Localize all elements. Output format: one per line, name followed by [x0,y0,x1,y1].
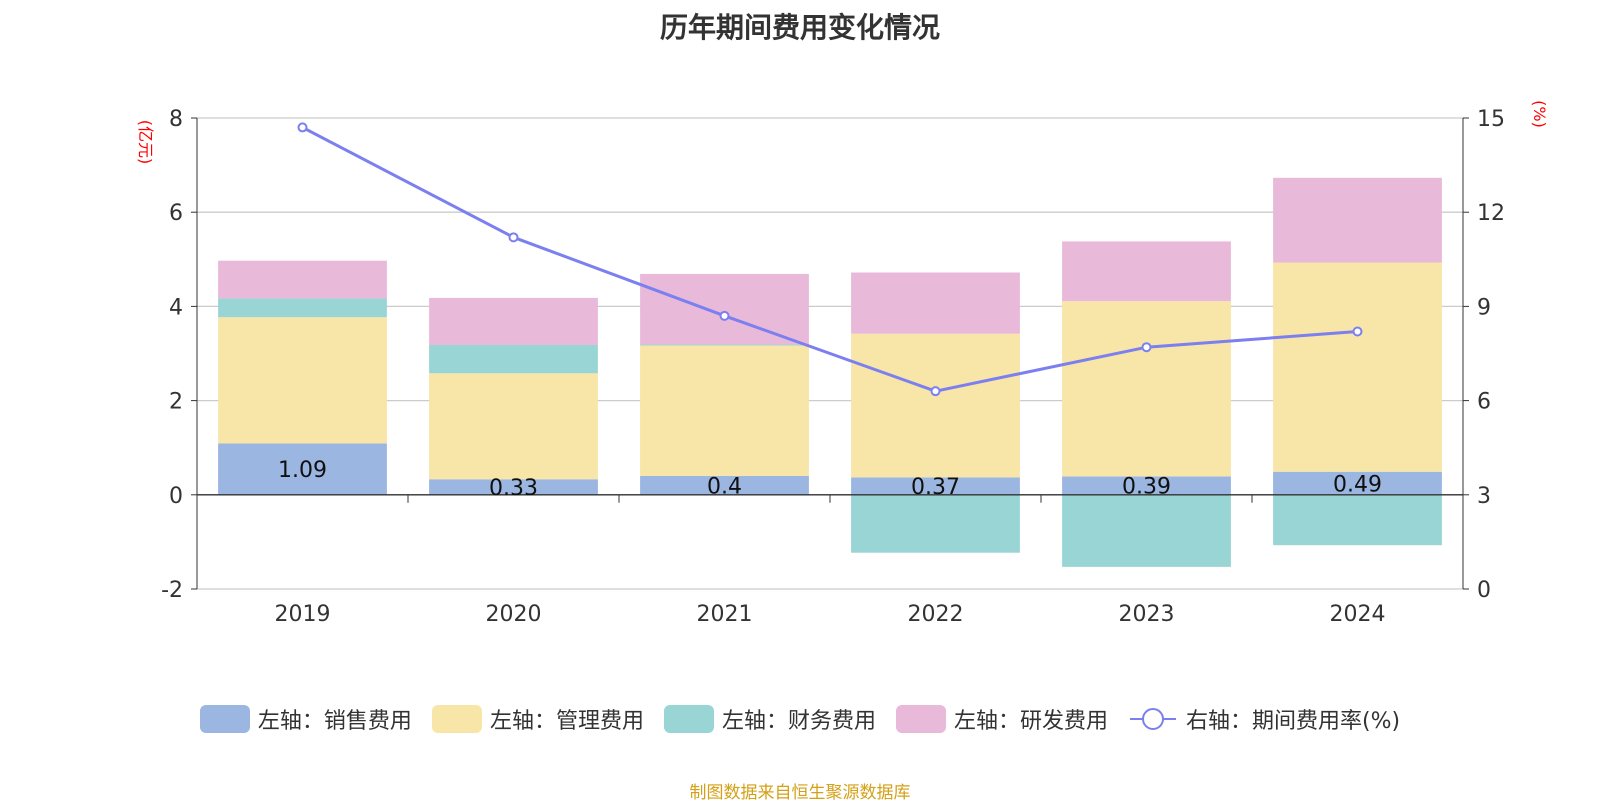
bar-finance [1062,494,1231,567]
rate-line [301,126,1358,393]
rate-point [1141,342,1152,353]
legend-label-rnd: 左轴：研发费用 [953,709,1108,734]
bar-rnd [1062,241,1231,302]
x-axis-tick-label: 2023 [1119,602,1175,627]
legend-swatch-rnd [895,705,946,733]
bar-admin [218,317,387,444]
legend-item-finance[interactable]: 左轴：财务费用 [663,703,876,735]
legend-label-rate: 右轴：期间费用率(%) [1185,709,1401,734]
right-axis-tick-label: 3 [1477,484,1491,509]
chart-title: 历年期间费用变化情况 [659,11,940,44]
right-axis-unit: (%) [1530,100,1549,128]
legend-swatch-admin [431,705,482,733]
legend-label-finance: 左轴：财务费用 [721,709,876,734]
data-label: 0.49 [1333,472,1382,497]
legend: 左轴：销售费用 左轴：管理费用 左轴：财务费用 左轴：研发费用 右轴：期间费用率… [0,703,1600,735]
data-label: 0.37 [911,475,960,500]
bar-sales [1273,471,1442,495]
legend-item-rate[interactable]: 右轴：期间费用率(%) [1128,703,1400,735]
left-axis-tick-label: 8 [169,107,183,132]
bar-sales [429,479,598,495]
x-axis-tick-label: 2024 [1330,602,1386,627]
rate-point [719,310,730,321]
legend-label-sales: 左轴：销售费用 [257,709,412,734]
bar-admin [851,333,1020,478]
bar-finance [1273,494,1442,546]
bar-finance [851,494,1020,553]
left-axis-tick-label: -2 [161,578,183,603]
bar-rnd [218,260,387,299]
legend-label-admin: 左轴：管理费用 [489,709,644,734]
data-label: 0.39 [1122,475,1171,500]
right-axis-tick-label: 15 [1477,107,1505,132]
bar-admin [429,373,598,480]
bar-sales [640,475,809,495]
bar-sales [1062,476,1231,495]
data-label: 0.33 [489,476,538,501]
bar-finance [218,298,387,318]
left-axis-tick-label: 4 [169,295,183,320]
x-axis-tick-label: 2022 [908,602,964,627]
bar-admin [640,345,809,476]
rate-point [508,232,519,243]
legend-item-rnd[interactable]: 左轴：研发费用 [895,703,1108,735]
left-axis-tick-label: 6 [169,201,183,226]
data-label: 0.4 [707,474,742,499]
bar-rnd [1273,177,1442,263]
left-axis-tick-label: 0 [169,484,183,509]
bar-finance [429,345,598,374]
left-axis-unit: (亿元) [136,120,155,165]
right-axis-tick-label: 6 [1477,390,1491,415]
rate-point [297,122,308,133]
right-axis-tick-label: 12 [1477,201,1505,226]
bar-rnd [640,273,809,345]
bar-rnd [429,297,598,346]
bar-admin [1273,262,1442,472]
x-axis-tick-label: 2021 [697,602,753,627]
legend-swatch-finance [663,705,714,733]
bar-finance [640,344,809,346]
right-axis-tick-label: 9 [1477,295,1491,320]
legend-item-sales[interactable]: 左轴：销售费用 [199,703,412,735]
legend-swatch-sales [199,705,250,733]
rate-point [1352,326,1363,337]
data-source-note: 制图数据来自恒生聚源数据库 [689,783,911,803]
x-axis-tick-label: 2020 [486,602,542,627]
x-axis-tick-label: 2019 [275,602,331,627]
right-axis-tick-label: 0 [1477,578,1491,603]
legend-line-marker-icon [1129,708,1176,730]
bar-sales [851,477,1020,495]
bar-rnd [851,272,1020,334]
rate-point [930,386,941,397]
bar-admin [1062,301,1231,477]
legend-item-admin[interactable]: 左轴：管理费用 [431,703,644,735]
data-label: 1.09 [278,458,327,483]
left-axis-tick-label: 2 [169,390,183,415]
bar-sales [218,443,387,495]
